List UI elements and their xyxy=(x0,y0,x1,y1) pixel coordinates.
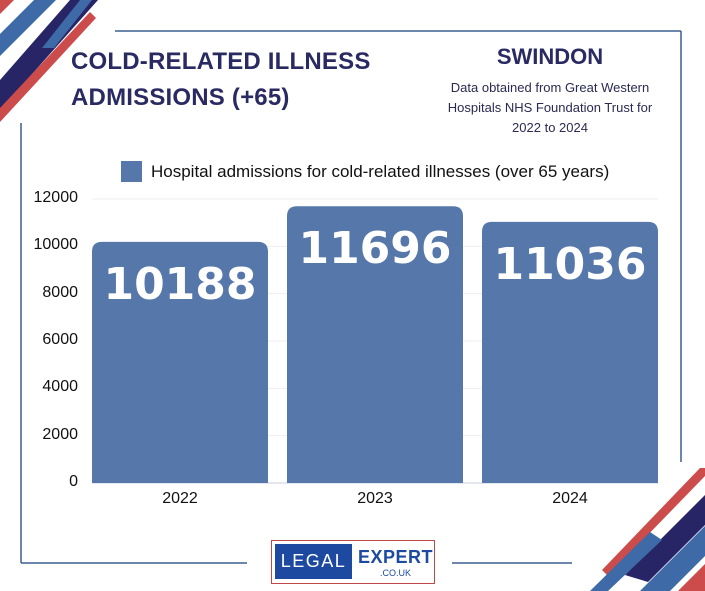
title-line-2: ADMISSIONS (+65) xyxy=(71,84,290,111)
y-tick-label: 0 xyxy=(69,473,78,490)
x-tick-label: 2022 xyxy=(162,490,198,507)
bottom-right-stripes-decoration xyxy=(590,468,705,591)
page-title: COLD-RELATED ILLNESS ADMISSIONS (+65) xyxy=(71,44,411,116)
bar-value-label: 11036 xyxy=(493,239,646,290)
y-tick-label: 2000 xyxy=(42,425,78,443)
bar-chart: 10188 11696 11036 xyxy=(92,198,658,484)
y-tick-label: 12000 xyxy=(33,189,79,206)
bar-2023 xyxy=(287,206,463,483)
y-tick-label: 8000 xyxy=(42,283,78,301)
y-tick-label: 10000 xyxy=(33,236,79,254)
logo-right-text: EXPERT xyxy=(358,547,434,567)
data-source-note: Data obtained from Great Western Hospita… xyxy=(420,78,680,138)
legal-expert-logo: LEGAL EXPERT .CO.UK xyxy=(271,540,435,584)
top-left-stripes-decoration xyxy=(0,0,98,122)
location-heading: SWINDON xyxy=(496,44,604,69)
bar-value-label: 10188 xyxy=(103,259,256,310)
legend-swatch xyxy=(121,161,142,182)
logo-domain-text: .CO.UK xyxy=(380,568,412,578)
y-tick-label: 4000 xyxy=(42,378,78,396)
legend-label: Hospital admissions for cold-related ill… xyxy=(151,161,610,181)
source-line-2: Hospitals NHS Foundation Trust for xyxy=(447,100,653,115)
logo-left-text: LEGAL xyxy=(275,544,352,579)
x-tick-label: 2024 xyxy=(552,490,588,507)
frame xyxy=(20,30,682,564)
bar-2024 xyxy=(482,221,658,483)
source-line-1: Data obtained from Great Western xyxy=(450,80,650,95)
y-tick-label: 6000 xyxy=(42,331,78,348)
bar-2022 xyxy=(92,241,268,483)
title-line-1: COLD-RELATED ILLNESS xyxy=(71,48,371,75)
bar-value-label: 11696 xyxy=(298,223,451,274)
source-line-3: 2022 to 2024 xyxy=(512,120,588,135)
chart-legend: Hospital admissions for cold-related ill… xyxy=(121,161,609,182)
x-tick-label: 2023 xyxy=(357,490,393,507)
